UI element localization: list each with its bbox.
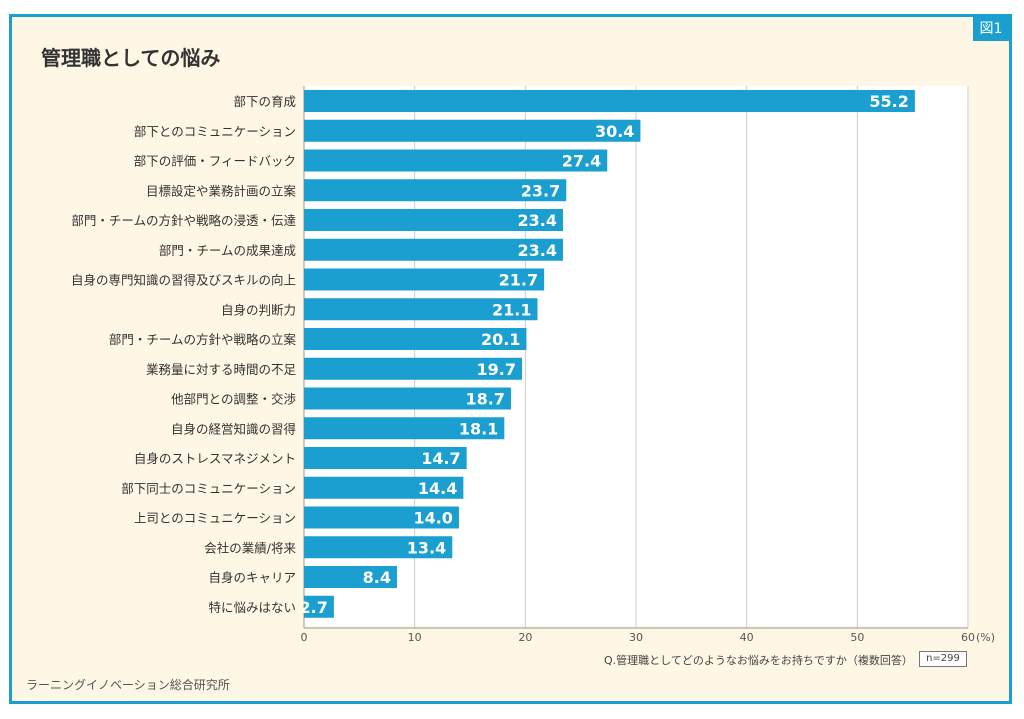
- bar: [304, 566, 397, 588]
- category-label: 他部門との調整・交渉: [171, 392, 296, 407]
- x-tick-label: 30: [629, 631, 643, 644]
- category-label: 部下同士のコミュニケーション: [121, 481, 296, 496]
- bar: [304, 476, 464, 499]
- x-tick-label: 50: [850, 631, 864, 644]
- x-tick-label: 20: [518, 631, 532, 644]
- bar-value-label: 55.2: [869, 92, 908, 111]
- bar: [304, 90, 915, 112]
- category-label: 自身の経営知識の習得: [171, 421, 296, 436]
- x-tick-label: 0: [301, 631, 308, 644]
- category-label: 自身のキャリア: [208, 570, 296, 585]
- category-label: 会社の業績/将来: [204, 540, 296, 555]
- bar-value-label: 2.7: [300, 598, 328, 617]
- bar: [304, 209, 563, 231]
- bar: [304, 328, 527, 350]
- category-label: 業務量に対する時間の不足: [146, 362, 297, 377]
- bar: [304, 298, 538, 321]
- x-tick-label: 10: [408, 631, 422, 644]
- category-label: 部下とのコミュニケーション: [134, 124, 296, 139]
- bar: [304, 417, 505, 440]
- category-label: 部門・チームの方針や戦略の立案: [109, 332, 297, 347]
- bar-value-label: 23.7: [521, 181, 560, 200]
- category-label: 目標設定や業務計画の立案: [146, 183, 297, 198]
- bar: [304, 595, 334, 618]
- bar: [304, 387, 511, 410]
- category-label: 自身の専門知識の習得及びスキルの向上: [71, 273, 296, 288]
- x-tick-label: 40: [740, 631, 754, 644]
- bar: [304, 268, 545, 291]
- bar: [304, 149, 608, 172]
- bar: [304, 238, 563, 261]
- bar-value-label: 23.4: [517, 241, 556, 260]
- bar: [304, 119, 641, 142]
- source-label: ラーニングイノベーション総合研究所: [26, 678, 230, 692]
- bar-value-label: 19.7: [477, 360, 516, 379]
- chart-title: 管理職としての悩み: [41, 46, 221, 70]
- bar-value-label: 27.4: [562, 152, 601, 171]
- category-label: 部門・チームの成果達成: [159, 243, 296, 258]
- bar: [304, 179, 567, 202]
- bar-value-label: 13.4: [407, 538, 446, 557]
- bar: [304, 357, 523, 380]
- question-note: Q.管理職としてどのようなお悩みをお持ちですか（複数回答）: [604, 654, 913, 667]
- bar: [304, 506, 459, 529]
- category-label: 自身のストレスマネジメント: [134, 451, 296, 466]
- category-label: 自身の判断力: [221, 302, 296, 317]
- category-label: 特に悩みはない: [208, 600, 296, 615]
- bar-value-label: 30.4: [595, 122, 634, 141]
- x-tick-label: 60: [961, 631, 975, 644]
- bar-value-label: 14.7: [421, 449, 460, 468]
- category-label: 部下の評価・フィードバック: [134, 154, 296, 169]
- bar-value-label: 8.4: [363, 568, 391, 587]
- bar-value-label: 14.0: [413, 509, 452, 528]
- figure-label: 図1: [973, 17, 1009, 41]
- bar-value-label: 18.1: [459, 419, 498, 438]
- bar-value-label: 23.4: [517, 211, 556, 230]
- x-axis-unit: (%): [976, 631, 995, 644]
- bar-value-label: 20.1: [481, 330, 520, 349]
- category-label: 上司とのコミュニケーション: [134, 511, 296, 526]
- bar-value-label: 21.1: [492, 300, 531, 319]
- bar: [304, 536, 453, 559]
- category-label: 部下の育成: [233, 94, 296, 109]
- bar-value-label: 18.7: [465, 390, 504, 409]
- sample-size-badge: n=299: [919, 651, 967, 667]
- bar-value-label: 21.7: [499, 271, 538, 290]
- category-label: 部門・チームの方針や戦略の浸透・伝達: [71, 213, 296, 228]
- bar-value-label: 14.4: [418, 479, 457, 498]
- bar: [304, 447, 467, 469]
